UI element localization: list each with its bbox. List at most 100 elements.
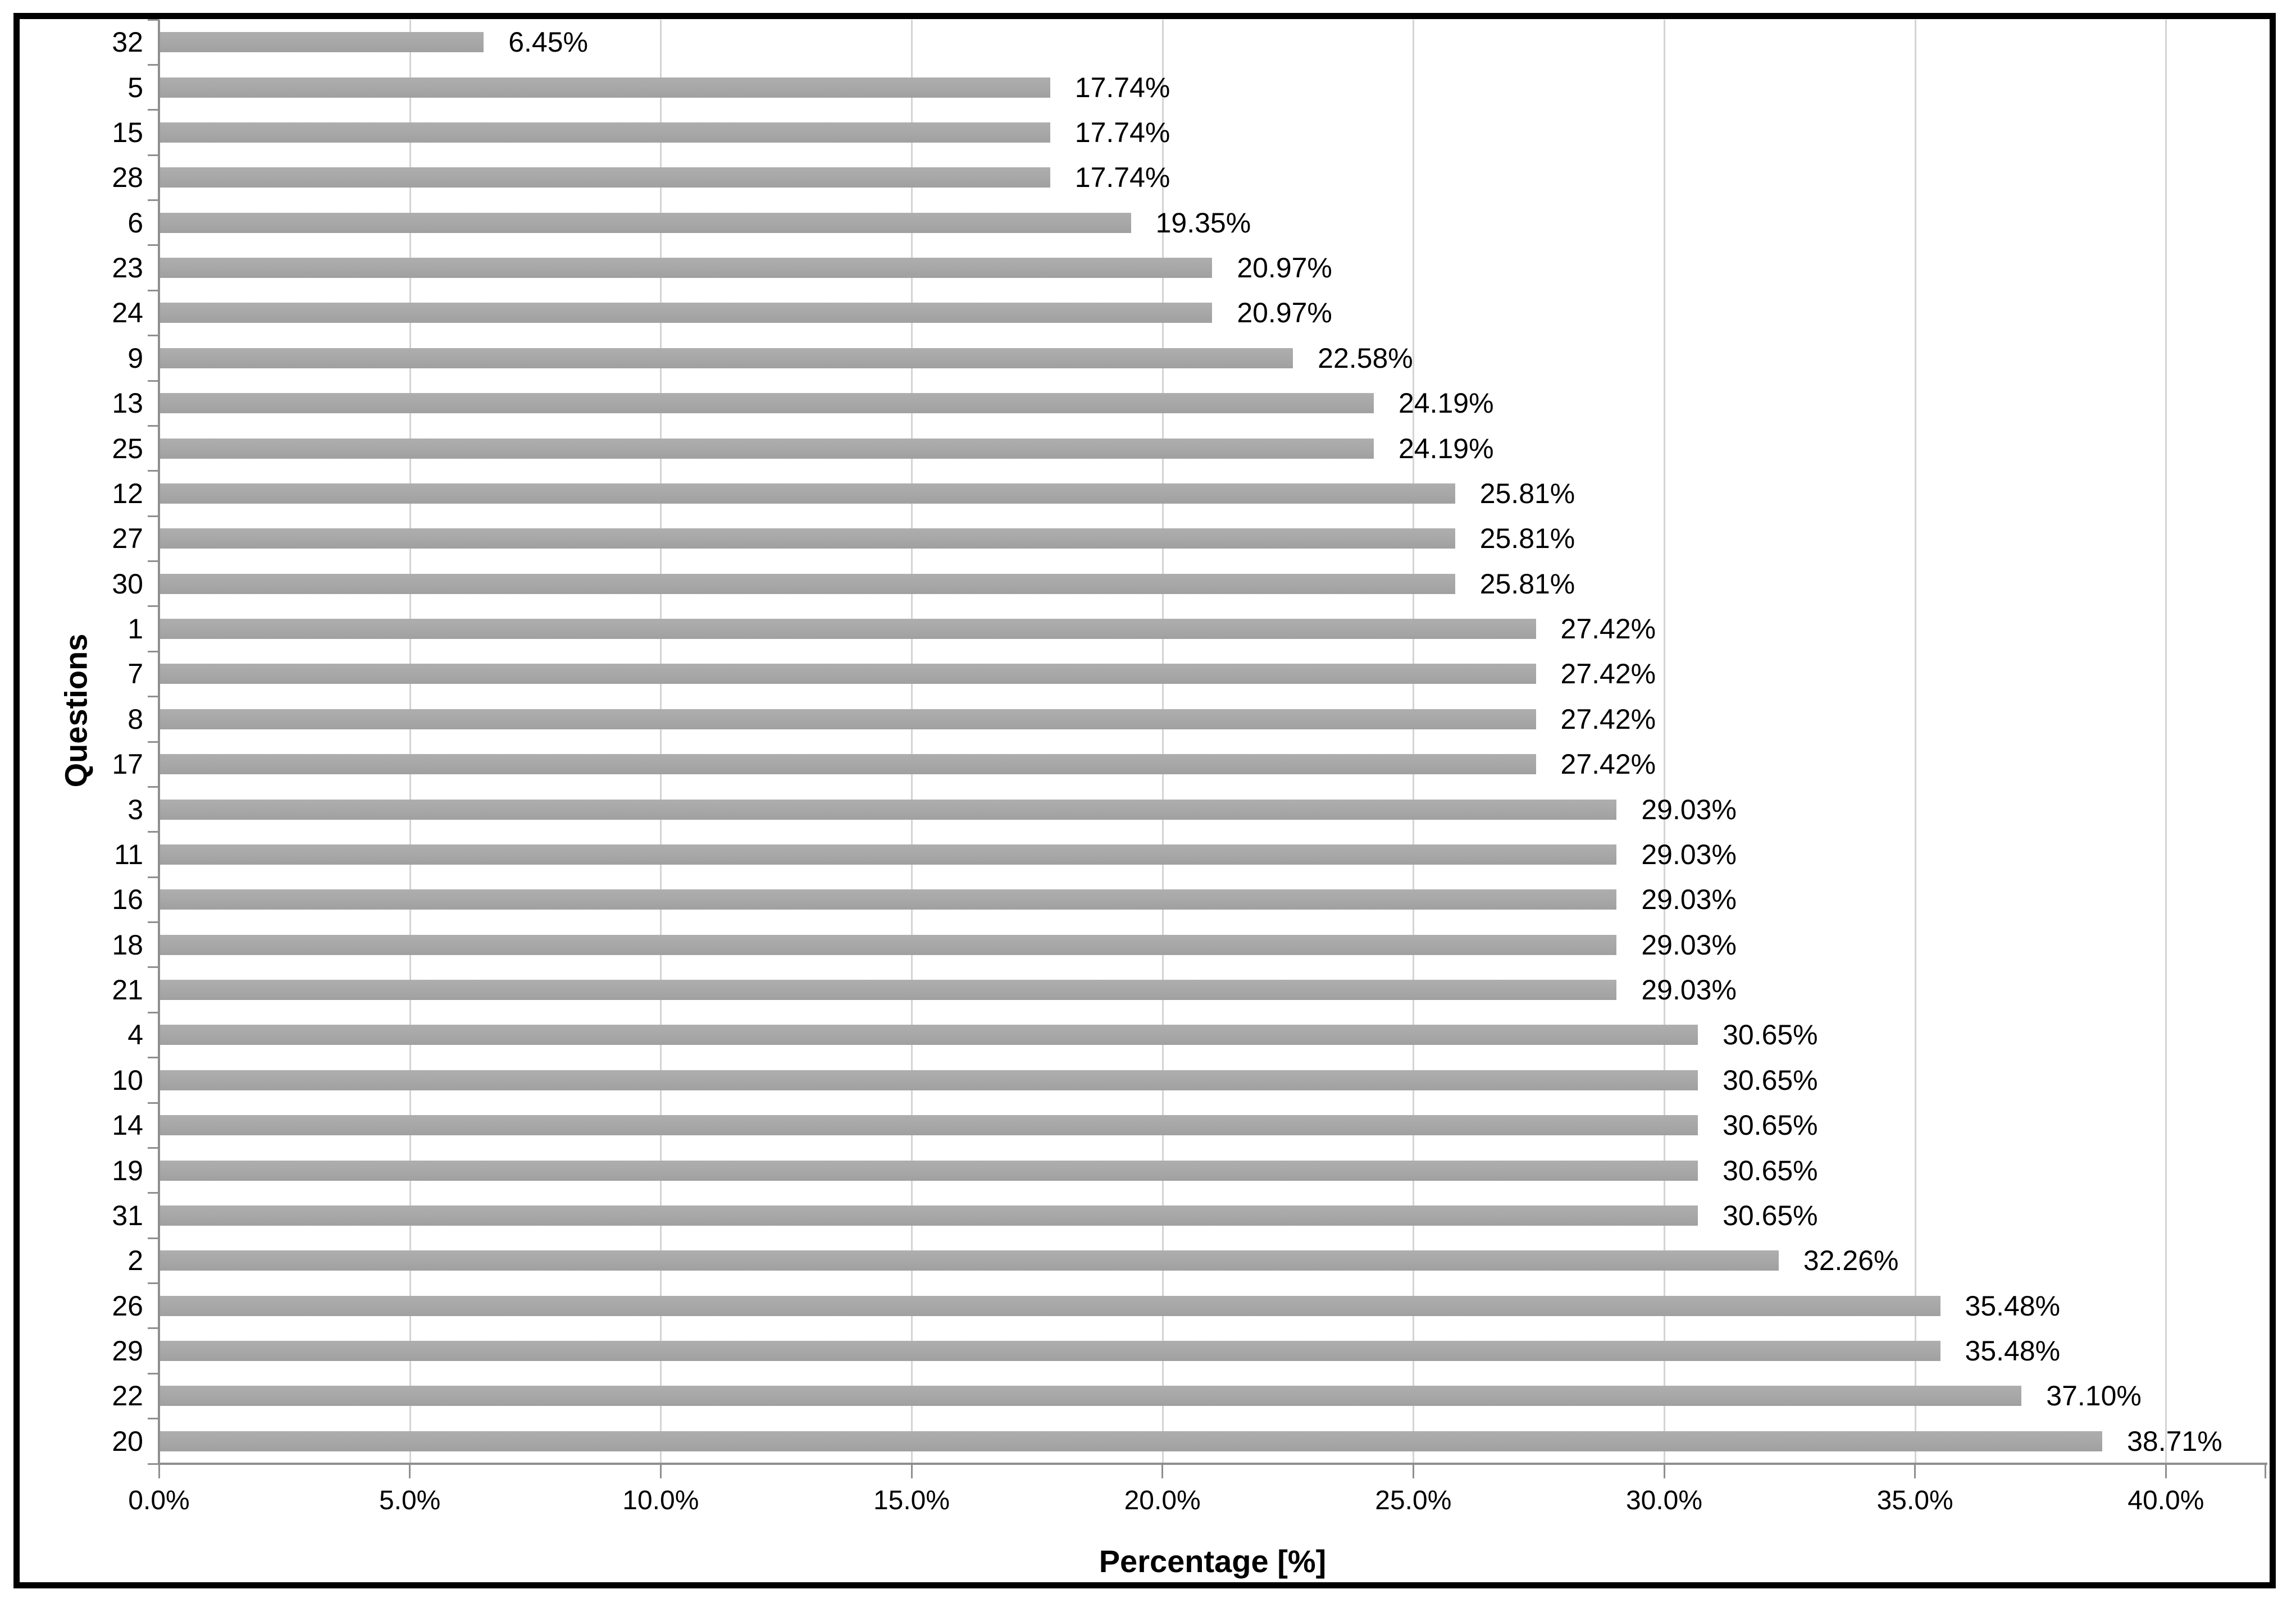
y-axis-tick (148, 966, 159, 969)
value-label: 29.03% (1641, 884, 1737, 916)
y-axis-tick (148, 1192, 159, 1194)
bar (160, 438, 1374, 459)
value-label: 30.65% (1723, 1154, 1818, 1186)
category-label: 26 (112, 1290, 143, 1322)
x-axis-tick (1663, 1464, 1665, 1478)
y-axis-tick (148, 650, 159, 652)
bar (160, 1341, 1940, 1362)
category-label: 8 (127, 703, 143, 735)
category-label: 17 (112, 748, 143, 780)
bar (160, 1025, 1698, 1045)
category-label: 24 (112, 297, 143, 329)
y-axis-tick (148, 876, 159, 878)
y-axis-tick (148, 63, 159, 66)
gridline (1664, 20, 1665, 1464)
value-label: 24.19% (1398, 387, 1494, 419)
bar (160, 1115, 1698, 1136)
x-axis-end-tick (2265, 1464, 2266, 1478)
x-tick-label: 30.0% (1625, 1486, 1703, 1515)
category-label: 3 (127, 793, 143, 825)
x-axis-title: Percentage [%] (1099, 1543, 1327, 1579)
value-label: 30.65% (1723, 1109, 1818, 1141)
y-axis-tick (148, 109, 159, 111)
category-label: 20 (112, 1425, 143, 1457)
value-label: 27.42% (1560, 613, 1656, 645)
bar (160, 619, 1536, 640)
category-label: 1 (127, 613, 143, 645)
x-axis-tick (1412, 1464, 1414, 1478)
x-axis-tick (1161, 1464, 1164, 1478)
y-axis-title-text: Questions (58, 633, 94, 788)
y-axis-tick (148, 1463, 159, 1465)
gridline (1161, 20, 1164, 1464)
value-label: 29.03% (1641, 793, 1737, 825)
x-tick-label: 35.0% (1876, 1486, 1953, 1515)
value-label: 17.74% (1074, 116, 1170, 148)
category-label: 15 (112, 116, 143, 148)
gridline (911, 20, 913, 1464)
category-label: 4 (127, 1019, 143, 1051)
bar (160, 844, 1617, 865)
value-label: 29.03% (1641, 929, 1737, 961)
category-label: 30 (112, 568, 143, 600)
category-label: 31 (112, 1199, 143, 1231)
category-label: 5 (127, 71, 143, 103)
bar (160, 934, 1617, 955)
gridline (2165, 20, 2167, 1464)
y-axis-line (158, 20, 160, 1464)
bar (160, 77, 1050, 98)
y-axis-tick (148, 289, 159, 291)
bar (160, 709, 1536, 729)
y-axis-tick (148, 470, 159, 472)
value-label: 37.10% (2046, 1380, 2142, 1412)
x-tick-label: 20.0% (1124, 1486, 1201, 1515)
value-label: 25.81% (1479, 568, 1575, 600)
value-label: 20.97% (1237, 252, 1332, 284)
bar (160, 754, 1536, 775)
bar (160, 980, 1617, 1001)
x-tick-label: 0.0% (128, 1486, 190, 1515)
x-tick-label: 15.0% (873, 1486, 950, 1515)
value-label: 25.81% (1479, 477, 1575, 509)
value-label: 35.48% (1965, 1335, 2061, 1367)
value-label: 24.19% (1398, 432, 1494, 464)
value-label: 17.74% (1074, 162, 1170, 194)
bar (160, 1431, 2103, 1451)
bar (160, 212, 1131, 233)
bar (160, 1070, 1698, 1090)
value-label: 30.65% (1723, 1019, 1818, 1051)
y-axis-tick (148, 19, 159, 21)
y-axis-tick (148, 1418, 159, 1420)
category-label: 9 (127, 342, 143, 374)
y-axis-tick (148, 244, 159, 246)
value-label: 19.35% (1155, 207, 1251, 239)
bar (160, 258, 1213, 278)
category-label: 19 (112, 1154, 143, 1186)
category-label: 27 (112, 523, 143, 555)
category-label: 11 (114, 838, 143, 870)
y-axis-tick (148, 560, 159, 562)
y-axis-tick (148, 199, 159, 201)
x-axis-line (158, 1463, 2267, 1465)
bar (160, 573, 1455, 594)
category-label: 6 (127, 207, 143, 239)
category-label: 21 (112, 974, 143, 1006)
x-axis-tick (2165, 1464, 2167, 1478)
x-axis-tick (659, 1464, 662, 1478)
category-label: 16 (112, 884, 143, 916)
value-label: 35.48% (1965, 1290, 2061, 1322)
y-axis-tick (148, 335, 159, 337)
bar (160, 889, 1617, 910)
gridline (660, 20, 662, 1464)
x-axis-tick (409, 1464, 411, 1478)
bar (160, 1250, 1779, 1271)
value-label: 17.74% (1074, 71, 1170, 103)
y-axis-tick (148, 831, 159, 833)
category-label: 14 (112, 1109, 143, 1141)
category-label: 18 (112, 929, 143, 961)
category-label: 13 (112, 387, 143, 419)
y-axis-tick (148, 785, 159, 788)
value-label: 32.26% (1803, 1245, 1899, 1277)
gridline (1413, 20, 1415, 1464)
